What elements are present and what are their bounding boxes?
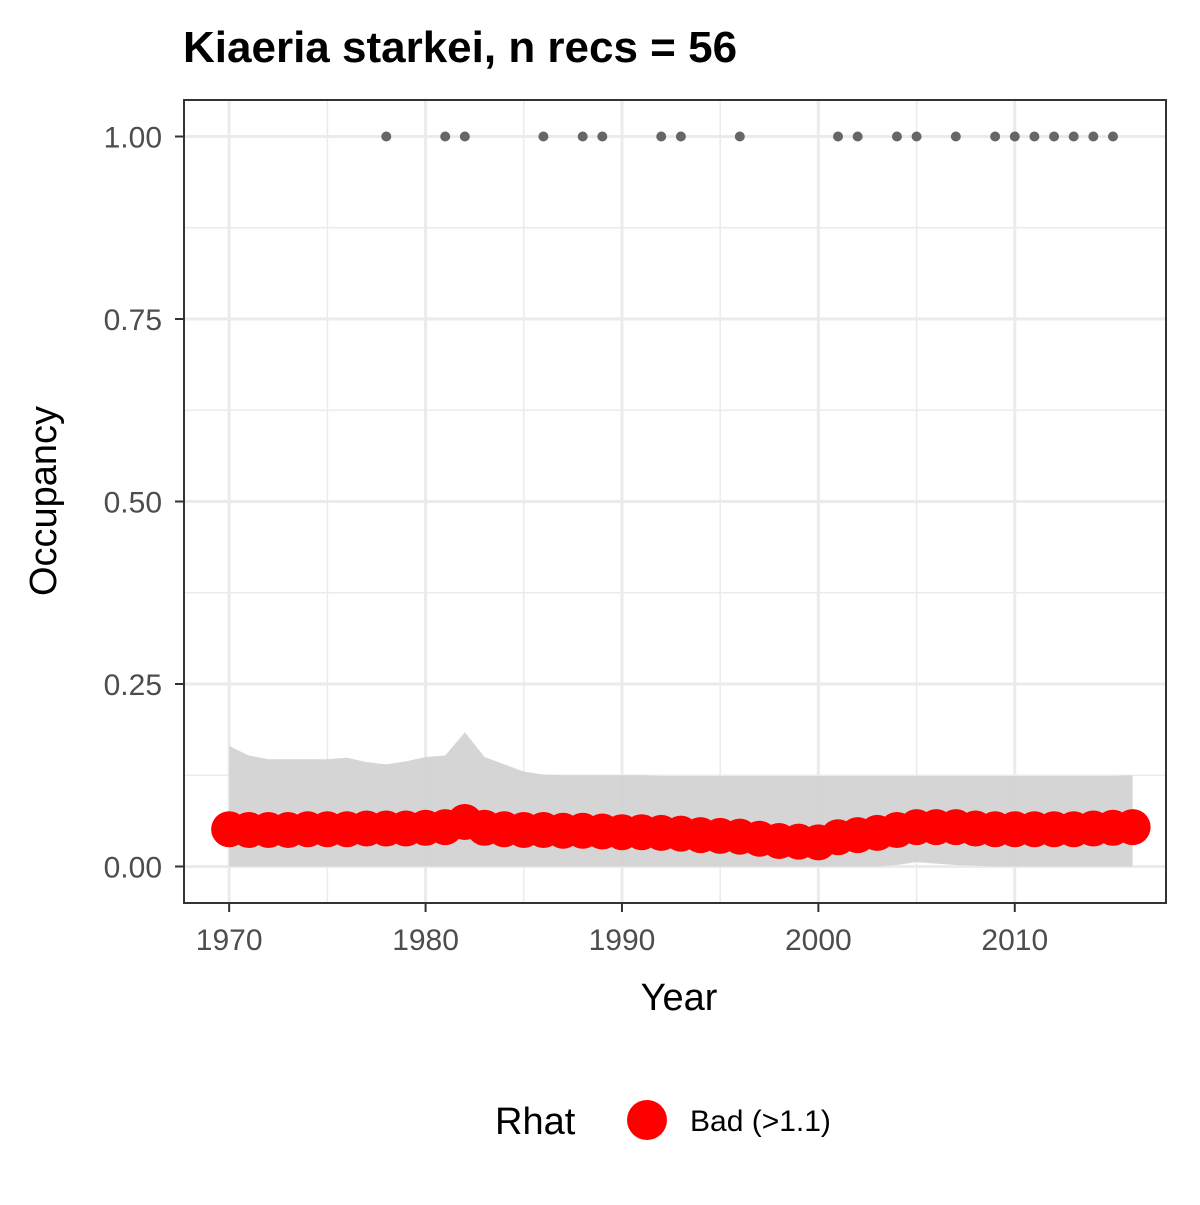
record-point	[1088, 131, 1099, 142]
record-point	[1009, 131, 1020, 142]
record-point	[990, 131, 1001, 142]
record-point	[734, 131, 745, 142]
y-tick-label: 0.75	[104, 304, 162, 337]
record-point	[675, 131, 686, 142]
y-tick-label: 1.00	[104, 122, 162, 155]
mean-occupancy-point	[1114, 809, 1151, 846]
record-point	[538, 131, 549, 142]
chart-title: Kiaeria starkei, n recs = 56	[183, 23, 737, 72]
plot-area: 1970 1980 1990 2000 2010 0.00 0.25 0.50 0.75 1.00	[104, 99, 1167, 957]
record-point	[656, 131, 667, 142]
record-point	[440, 131, 451, 142]
record-point	[459, 131, 470, 142]
y-tick-label: 0.50	[104, 487, 162, 520]
x-tick-label: 1980	[392, 924, 459, 957]
record-point	[381, 131, 392, 142]
y-axis-label: Occupancy	[23, 406, 65, 596]
record-point	[577, 131, 588, 142]
record-point	[597, 131, 608, 142]
legend-title: Rhat	[495, 1101, 576, 1143]
legend-label-bad: Bad (>1.1)	[690, 1105, 831, 1138]
record-point	[1029, 131, 1040, 142]
record-point	[833, 131, 844, 142]
x-axis-label: Year	[641, 977, 718, 1019]
record-point	[950, 131, 961, 142]
x-tick-label: 1970	[196, 924, 263, 957]
y-tick-label: 0.00	[104, 852, 162, 885]
record-point	[1049, 131, 1060, 142]
record-point	[852, 131, 863, 142]
record-point	[891, 131, 902, 142]
x-tick-label: 2010	[981, 924, 1048, 957]
x-tick-label: 2000	[785, 924, 852, 957]
x-tick-label: 1990	[589, 924, 656, 957]
record-point	[1068, 131, 1079, 142]
legend-key-bad	[627, 1100, 667, 1140]
record-point	[911, 131, 922, 142]
record-point	[1107, 131, 1118, 142]
legend: Rhat Bad (>1.1)	[495, 1100, 831, 1143]
y-tick-label: 0.25	[104, 669, 162, 702]
